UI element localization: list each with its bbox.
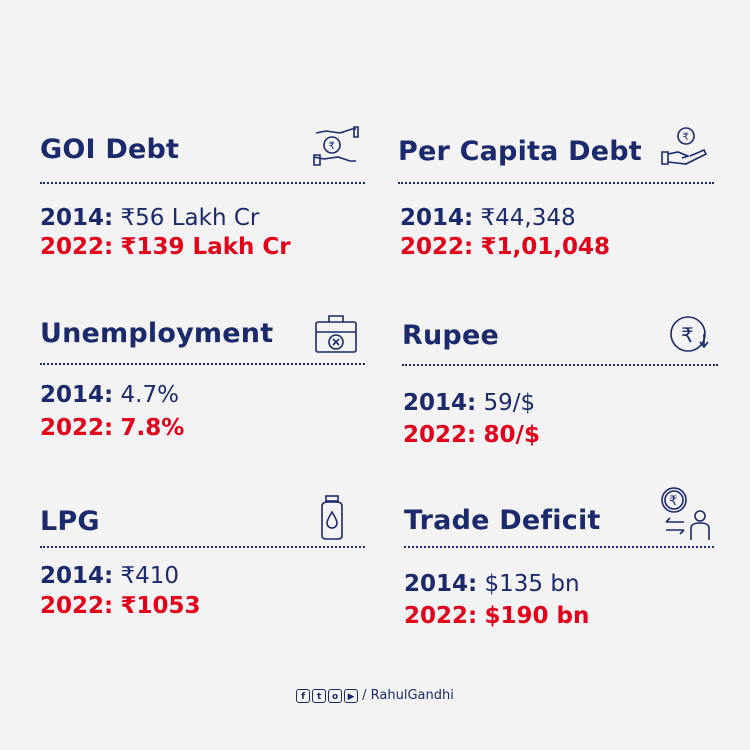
value-2022: 2022: ₹1,01,048: [400, 234, 611, 260]
value-2014: 2014: 4.7%: [40, 382, 179, 408]
twitter-icon: t: [312, 688, 327, 703]
dotted-divider: [402, 364, 718, 366]
card-title: Unemployment: [40, 318, 274, 349]
dotted-divider: [404, 546, 714, 548]
value-2022: 2022: $190 bn: [404, 603, 590, 629]
value-2022: 2022: ₹1053: [40, 593, 201, 619]
svg-text:₹: ₹: [329, 141, 335, 152]
briefcase-cross-icon: [314, 312, 360, 356]
value-2022: 2022: 7.8%: [40, 415, 185, 441]
dotted-divider: [40, 182, 365, 184]
svg-text:₹: ₹: [669, 494, 677, 509]
value-2014: 2014: 59/$: [403, 390, 536, 416]
value-2014: 2014: $135 bn: [404, 571, 580, 597]
value-2014: 2014: ₹44,348: [400, 205, 576, 231]
value-2022: 2022: ₹139 Lakh Cr: [40, 234, 291, 260]
footer: f t o ▶ / RahulGandhi: [0, 688, 750, 703]
trade-exchange-icon: ₹: [658, 486, 712, 544]
instagram-icon: o: [328, 688, 343, 703]
card-title: Trade Deficit: [404, 505, 601, 536]
gas-cylinder-icon: [318, 494, 346, 542]
card-title: Per Capita Debt: [398, 136, 642, 167]
value-2022: 2022: 80/$: [403, 422, 540, 448]
card-title: Rupee: [402, 320, 499, 351]
card-title: GOI Debt: [40, 134, 180, 165]
card-title: LPG: [40, 506, 100, 537]
value-2014: 2014: ₹56 Lakh Cr: [40, 205, 260, 231]
svg-text:₹: ₹: [681, 323, 694, 347]
dotted-divider: [398, 182, 714, 184]
svg-text:₹: ₹: [683, 132, 689, 143]
rupee-down-icon: ₹: [668, 314, 712, 356]
dotted-divider: [40, 546, 365, 548]
hand-coin-icon: ₹: [660, 126, 710, 168]
dotted-divider: [40, 363, 365, 365]
facebook-icon: f: [296, 688, 311, 703]
social-handle: / RahulGandhi: [362, 688, 454, 703]
value-2014: 2014: ₹410: [40, 563, 180, 589]
youtube-icon: ▶: [344, 688, 359, 703]
hand-rupee-icon: ₹: [310, 125, 360, 169]
